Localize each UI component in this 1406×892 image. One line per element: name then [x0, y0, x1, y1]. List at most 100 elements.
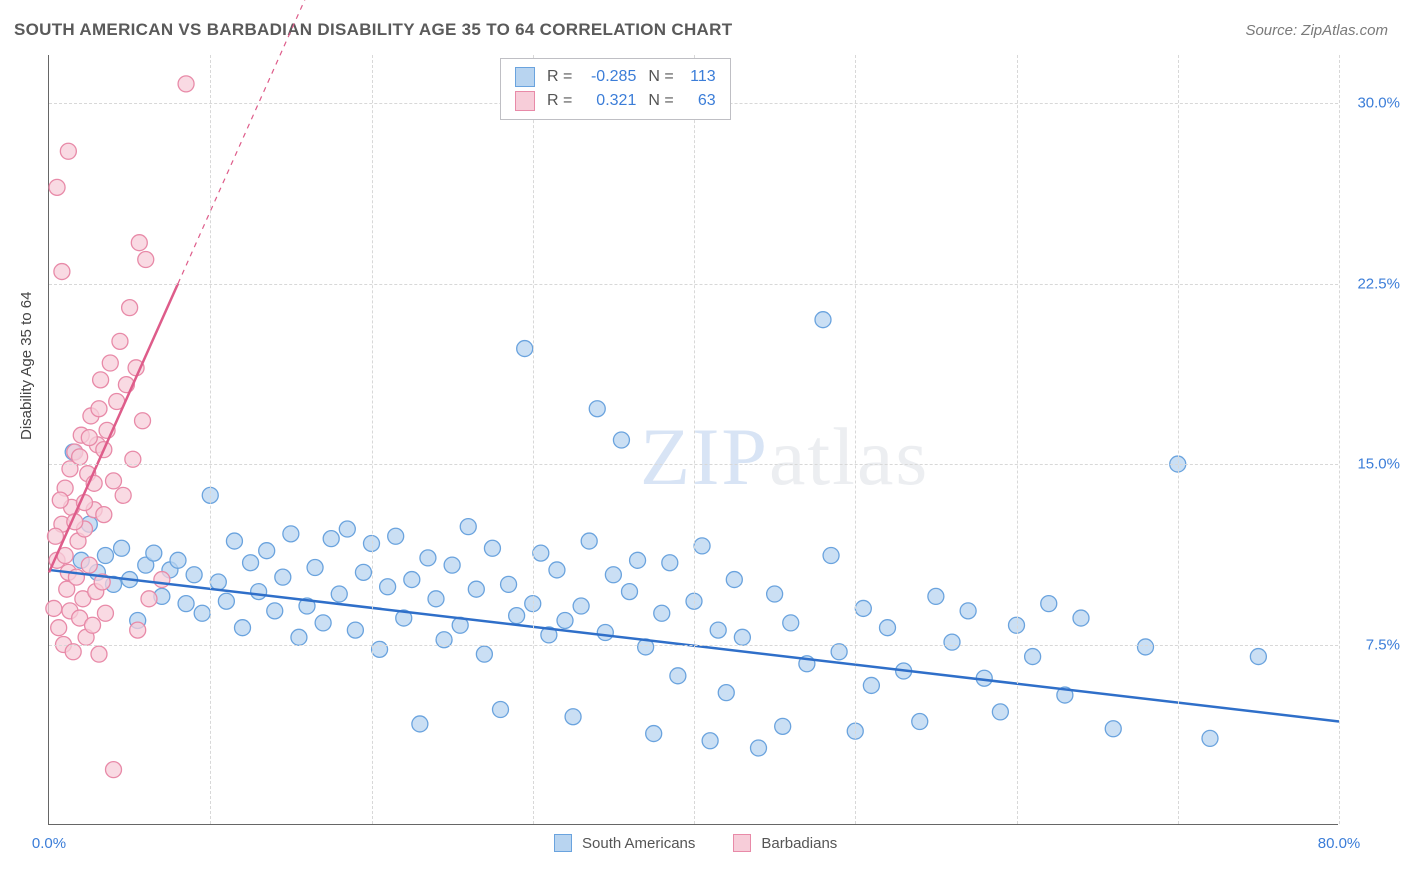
ytick-label: 15.0%: [1357, 456, 1400, 473]
data-point: [388, 528, 404, 544]
data-point: [1025, 649, 1041, 665]
gridline-v: [694, 55, 695, 824]
data-point: [106, 473, 122, 489]
legend-swatch-1: [554, 834, 572, 852]
data-point: [141, 591, 157, 607]
data-point: [1105, 721, 1121, 737]
data-point: [91, 646, 107, 662]
data-point: [1073, 610, 1089, 626]
gridline-v: [210, 55, 211, 824]
data-point: [135, 413, 151, 429]
data-point: [622, 584, 638, 600]
data-point: [654, 605, 670, 621]
data-point: [1202, 730, 1218, 746]
data-point: [331, 586, 347, 602]
data-point: [106, 762, 122, 778]
data-point: [275, 569, 291, 585]
data-point: [81, 557, 97, 573]
data-point: [307, 560, 323, 576]
chart-title: SOUTH AMERICAN VS BARBADIAN DISABILITY A…: [14, 20, 732, 40]
data-point: [81, 430, 97, 446]
data-point: [468, 581, 484, 597]
data-point: [131, 235, 147, 251]
data-point: [154, 572, 170, 588]
data-point: [476, 646, 492, 662]
data-point: [259, 543, 275, 559]
data-point: [646, 726, 662, 742]
data-point: [218, 593, 234, 609]
data-point: [444, 557, 460, 573]
data-point: [178, 596, 194, 612]
data-point: [767, 586, 783, 602]
data-point: [1138, 639, 1154, 655]
gridline-v: [1017, 55, 1018, 824]
data-point: [46, 600, 62, 616]
data-point: [243, 555, 259, 571]
legend-swatch-2: [733, 834, 751, 852]
data-point: [315, 615, 331, 631]
data-point: [251, 584, 267, 600]
data-point: [65, 644, 81, 660]
trend-line: [49, 284, 178, 573]
data-point: [267, 603, 283, 619]
data-point: [72, 449, 88, 465]
stats-swatch-1: [515, 67, 535, 87]
stats-row-2: R = 0.321 N = 63: [515, 89, 716, 113]
data-point: [412, 716, 428, 732]
data-point: [573, 598, 589, 614]
data-point: [783, 615, 799, 631]
data-point: [815, 312, 831, 328]
data-point: [226, 533, 242, 549]
data-point: [557, 612, 573, 628]
data-point: [775, 718, 791, 734]
data-point: [855, 600, 871, 616]
stats-box: R = -0.285 N = 113 R = 0.321 N = 63: [500, 58, 731, 120]
data-point: [112, 333, 128, 349]
legend-label-1: South Americans: [582, 835, 695, 852]
data-point: [694, 538, 710, 554]
data-point: [630, 552, 646, 568]
data-point: [323, 531, 339, 547]
data-point: [460, 519, 476, 535]
data-point: [581, 533, 597, 549]
data-point: [52, 492, 68, 508]
data-point: [702, 733, 718, 749]
data-point: [734, 629, 750, 645]
gridline-v: [1178, 55, 1179, 824]
xtick-label: 0.0%: [32, 835, 66, 852]
data-point: [51, 620, 67, 636]
data-point: [831, 644, 847, 660]
data-point: [138, 252, 154, 268]
data-point: [928, 588, 944, 604]
source-attribution: Source: ZipAtlas.com: [1245, 22, 1388, 39]
data-point: [751, 740, 767, 756]
data-point: [597, 625, 613, 641]
data-point: [912, 714, 928, 730]
data-point: [1250, 649, 1266, 665]
data-point: [670, 668, 686, 684]
data-point: [605, 567, 621, 583]
data-point: [186, 567, 202, 583]
data-point: [170, 552, 186, 568]
data-point: [91, 401, 107, 417]
gridline-v: [1339, 55, 1340, 824]
plot-area: South Americans Barbadians 7.5%15.0%22.5…: [48, 55, 1338, 825]
data-point: [114, 540, 130, 556]
data-point: [944, 634, 960, 650]
stats-n-label-2: N =: [648, 92, 673, 110]
data-point: [355, 564, 371, 580]
stats-swatch-2: [515, 91, 535, 111]
data-point: [93, 372, 109, 388]
data-point: [130, 622, 146, 638]
data-point: [339, 521, 355, 537]
gridline-v: [533, 55, 534, 824]
data-point: [54, 264, 70, 280]
data-point: [97, 605, 113, 621]
data-point: [235, 620, 251, 636]
data-point: [85, 617, 101, 633]
stats-n-value-1: 113: [682, 68, 716, 86]
stats-n-label-1: N =: [648, 68, 673, 86]
data-point: [404, 572, 420, 588]
data-point: [880, 620, 896, 636]
data-point: [533, 545, 549, 561]
